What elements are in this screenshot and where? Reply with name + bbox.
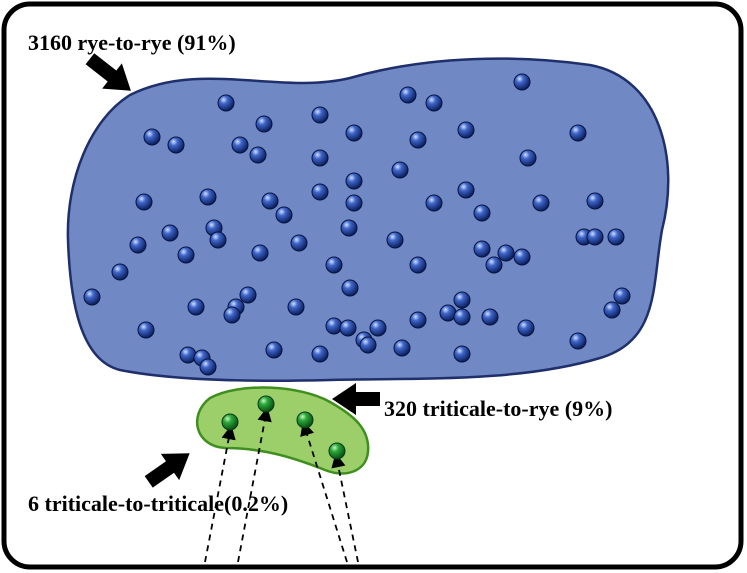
rye-dot	[167, 136, 185, 154]
triticale-dot	[221, 413, 239, 431]
rye-dot	[409, 256, 427, 274]
rye-dot	[275, 206, 293, 224]
rye-dot	[586, 192, 604, 210]
triticale-dot	[328, 442, 346, 460]
lineage-line	[300, 421, 348, 563]
rye-dot	[519, 149, 537, 167]
rye-dot	[473, 240, 491, 258]
rye-dot	[613, 287, 631, 305]
rye-dot	[569, 124, 587, 142]
rye-dot	[569, 332, 587, 350]
rye-dot	[409, 311, 427, 329]
rye-dot	[311, 106, 329, 124]
rye-dot	[586, 228, 604, 246]
rye-dot	[199, 358, 217, 376]
rye-dot	[339, 319, 357, 337]
rye-dot	[391, 161, 409, 179]
rye-dot	[290, 234, 308, 252]
rye-dot	[513, 73, 531, 91]
arrow-triticale-to-triticale	[144, 453, 190, 488]
arrow-rye-to-rye	[85, 53, 131, 91]
rye-dot	[399, 86, 417, 104]
rye-dot	[345, 172, 363, 190]
rye-dot	[369, 319, 387, 337]
rye-dot	[261, 192, 279, 210]
label-triticale-to-rye: 320 triticale-to-rye (9%)	[384, 396, 612, 421]
rye-dot	[439, 304, 457, 322]
rye-dot	[231, 136, 249, 154]
rye-dot	[453, 308, 471, 326]
lineage-line	[237, 406, 272, 563]
rye-dot	[311, 149, 329, 167]
lineage-line	[204, 424, 236, 563]
rye-dot	[161, 224, 179, 242]
rye-dot	[209, 231, 227, 249]
triticale-dot	[257, 395, 275, 413]
rye-dot	[187, 298, 205, 316]
rye-dot	[607, 228, 625, 246]
rye-dot	[325, 256, 343, 274]
rye-dot	[481, 308, 499, 326]
triticale-region	[195, 386, 370, 475]
rye-dot	[603, 301, 621, 319]
rye-dot	[393, 339, 411, 357]
rye-dot	[345, 124, 363, 142]
rye-dot	[325, 317, 343, 335]
rye-dot	[497, 244, 515, 262]
rye-dot	[457, 181, 475, 199]
label-rye-to-rye: 3160 rye-to-rye (91%)	[28, 30, 236, 55]
rye-dot	[409, 131, 427, 149]
rye-dot	[513, 248, 531, 266]
rye-dot	[129, 236, 147, 254]
rye-dot	[425, 94, 443, 112]
rye-dot	[265, 341, 283, 359]
rye-dot	[249, 146, 267, 164]
triticale-dot	[296, 411, 314, 429]
rye-dot	[517, 319, 535, 337]
rye-dot	[340, 219, 358, 237]
rye-dot	[532, 194, 550, 212]
rye-dot	[359, 336, 377, 354]
rye-dot	[453, 291, 471, 309]
rye-dot	[287, 298, 305, 316]
label-triticale-to-triticale: 6 triticale-to-triticale(0.2%)	[28, 491, 288, 516]
rye-dot	[177, 246, 195, 264]
rye-dot	[311, 345, 329, 363]
rye-dot	[251, 244, 269, 262]
lineage-lines	[204, 406, 359, 563]
rye-dot	[457, 121, 475, 139]
rye-dot	[217, 94, 235, 112]
rye-region	[66, 57, 670, 382]
rye-dot	[453, 345, 471, 363]
rye-dot	[255, 115, 273, 133]
rye-dot	[199, 188, 217, 206]
arrow-triticale-to-rye	[332, 383, 380, 415]
rye-dot	[135, 193, 153, 211]
rye-individuals	[83, 73, 631, 376]
rye-dot	[83, 288, 101, 306]
triticale-individuals	[221, 395, 346, 460]
rye-dot	[425, 194, 443, 212]
rye-dot	[345, 194, 363, 212]
rye-dot	[111, 263, 129, 281]
rye-dot	[386, 231, 404, 249]
rye-dot	[137, 321, 155, 339]
rye-dot	[341, 279, 359, 297]
rye-dot	[239, 286, 257, 304]
rye-dot	[223, 306, 241, 324]
rye-dot	[485, 256, 503, 274]
rye-dot	[311, 183, 329, 201]
rye-dot	[143, 128, 161, 146]
rye-dot	[179, 346, 197, 364]
rye-dot	[473, 204, 491, 222]
